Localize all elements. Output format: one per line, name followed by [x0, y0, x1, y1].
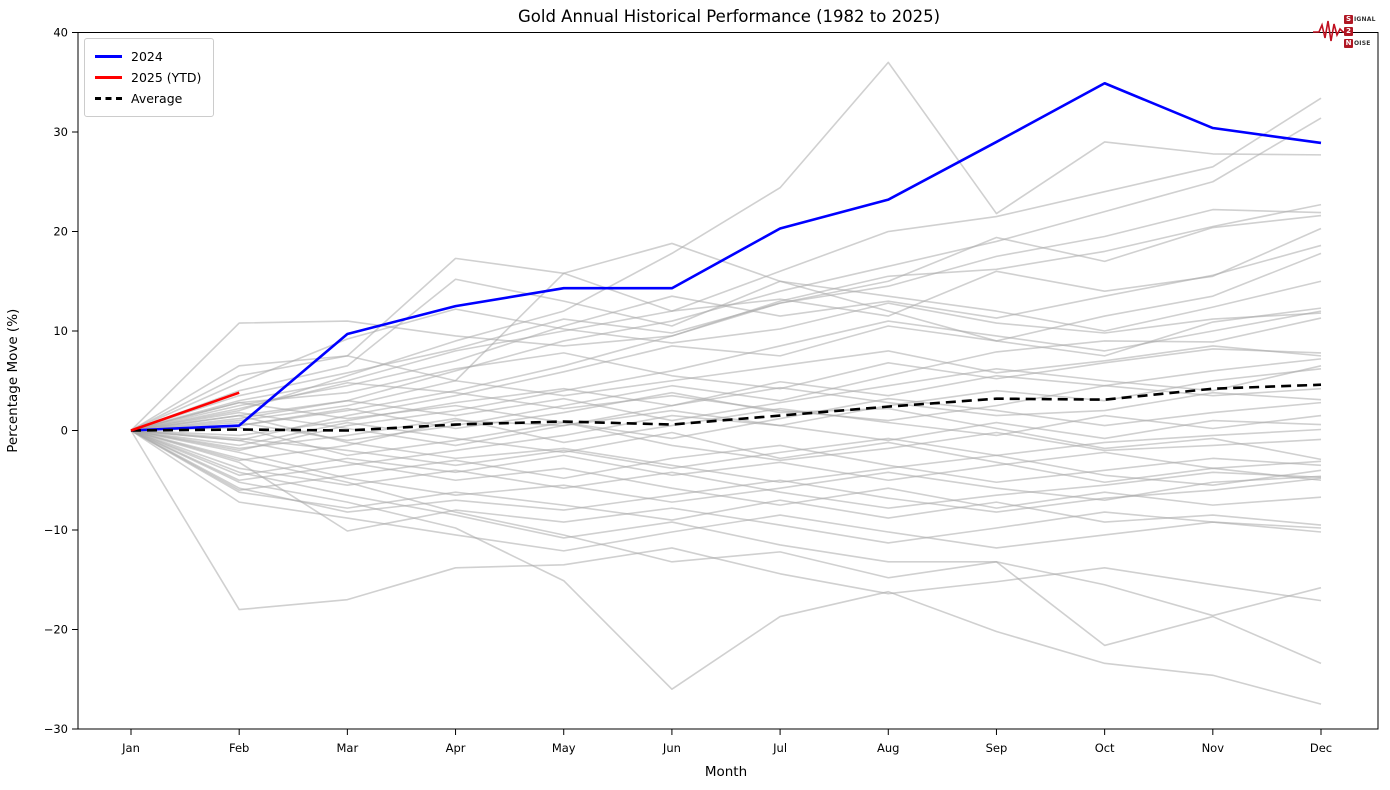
series-line-2007 [130, 401, 1322, 462]
series-line-1996 [130, 345, 1322, 432]
series-line-2013 [130, 429, 1322, 509]
legend-label: Average [131, 91, 183, 106]
logo-text-oise: OISE [1354, 39, 1371, 47]
logo-text: S IGNAL 2 N OISE [1344, 14, 1376, 49]
series-line-2003 [130, 397, 1322, 457]
x-tick-label: Jan [121, 741, 140, 755]
y-tick-label: −30 [44, 722, 68, 736]
series-line-2014 [130, 429, 1322, 513]
logo-row-2: 2 [1344, 26, 1376, 37]
series-line-2002 [130, 386, 1322, 437]
logo-row-noise: N OISE [1344, 38, 1376, 49]
series-line-1991 [130, 278, 1322, 432]
plot-area: 40 30 20 10 0 −10 −20 −30 Jan Feb Mar Apr May Jun Jul A… [5, 26, 1379, 780]
series-line-2009 [130, 429, 1322, 482]
chart-title: Gold Annual Historical Performance (1982… [517, 7, 941, 26]
series-line-1997 [130, 348, 1322, 432]
x-tick-label: Mar [337, 741, 359, 755]
series-line-1982 [130, 97, 1322, 432]
series-line-2008 [130, 391, 1322, 461]
x-tick-label: Oct [1095, 741, 1115, 755]
x-tick-label: Feb [229, 741, 249, 755]
series-line-2023 [130, 429, 1322, 705]
logo-badge-s: S [1344, 14, 1353, 24]
legend-line-sample-2024 [95, 55, 122, 58]
x-tick-label: Nov [1202, 741, 1225, 755]
legend-label: 2025 (YTD) [131, 70, 202, 85]
x-tick-label: May [552, 741, 576, 755]
series-line-2020 [130, 429, 1322, 617]
series-line-2015 [130, 421, 1322, 484]
chart-legend: 2024 2025 (YTD) Average [84, 38, 215, 117]
signal2noise-logo: S IGNAL 2 N OISE [1312, 8, 1382, 54]
x-tick-label: Jul [772, 741, 787, 755]
series-line-1988 [130, 227, 1322, 432]
series-line-2024 [130, 81, 1322, 432]
series-line-2021 [130, 430, 1322, 611]
logo-badge-2: 2 [1344, 26, 1353, 36]
series-line-1986 [130, 214, 1322, 432]
series-line-1984 [130, 61, 1322, 432]
series-line-2016 [130, 429, 1322, 509]
y-tick-label: 40 [53, 26, 68, 40]
y-tick-label: −20 [44, 623, 68, 637]
logo-row-signal: S IGNAL [1344, 14, 1376, 25]
x-tick-label: Aug [877, 741, 899, 755]
series-line-2022 [130, 429, 1322, 665]
series-line-1992 [130, 242, 1322, 432]
x-tick-label: Jun [662, 741, 681, 755]
x-tick-label: Dec [1310, 741, 1332, 755]
y-tick-label: 10 [53, 324, 68, 338]
heartbeat-waveform-icon [1313, 20, 1349, 42]
y-tick-label: 30 [53, 125, 68, 139]
y-axis-label: Percentage Move (%) [5, 309, 21, 453]
y-tick-label: 0 [61, 424, 68, 438]
y-tick-label: 20 [53, 225, 68, 239]
legend-line-sample-2025 [95, 76, 122, 79]
series-line-1990 [130, 252, 1322, 442]
x-axis-label: Month [705, 764, 747, 780]
series-line-2006 [130, 428, 1322, 470]
series-line-2018 [130, 429, 1322, 544]
series-line-1987 [130, 208, 1322, 432]
axes-spines [77, 32, 1379, 730]
y-tick-label: −10 [44, 523, 68, 537]
logo-text-ignal: IGNAL [1354, 15, 1376, 23]
x-tick-label: Apr [446, 741, 466, 755]
legend-entry-2024: 2024 [95, 46, 201, 67]
series-line-1989 [130, 244, 1322, 432]
legend-entry-average: Average [95, 88, 201, 109]
series-line-average [130, 383, 1322, 432]
legend-entry-2025: 2025 (YTD) [95, 67, 201, 88]
legend-line-sample-average [95, 97, 122, 100]
legend-label: 2024 [131, 49, 163, 64]
series-line-2019 [130, 429, 1322, 552]
series-line-1999 [130, 365, 1322, 432]
series-line-2017 [130, 429, 1322, 526]
series-line-1994 [130, 302, 1322, 432]
x-tick-label: Sep [986, 741, 1008, 755]
series-line-2025-ytd [130, 391, 240, 432]
series-line-2011 [130, 414, 1322, 487]
logo-badge-n: N [1344, 38, 1353, 48]
